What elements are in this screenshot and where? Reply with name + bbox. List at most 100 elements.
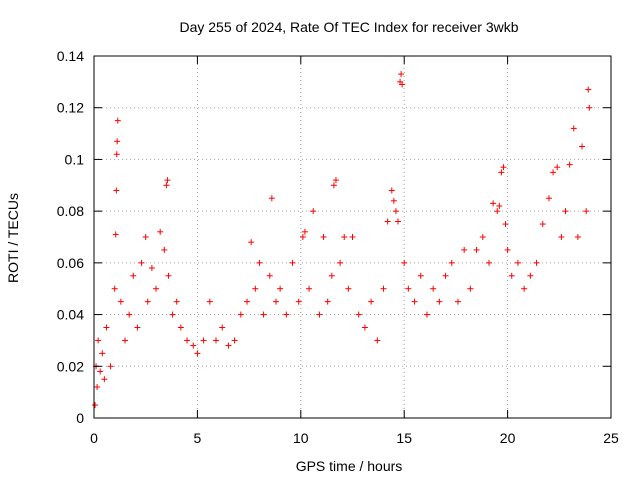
data-point <box>231 337 238 344</box>
data-point <box>399 81 406 88</box>
data-point <box>533 259 540 266</box>
data-point <box>173 298 180 305</box>
data-point <box>401 259 408 266</box>
data-point <box>113 187 120 194</box>
data-point <box>485 259 492 266</box>
data-point <box>122 337 129 344</box>
data-point <box>436 298 443 305</box>
data-point <box>301 228 308 235</box>
data-point <box>514 259 521 266</box>
data-point <box>504 246 511 253</box>
x-tick-label: 5 <box>194 430 202 446</box>
data-point <box>260 311 267 318</box>
data-point <box>177 324 184 331</box>
data-point <box>244 298 251 305</box>
data-point <box>103 324 110 331</box>
data-point <box>345 285 352 292</box>
data-point <box>213 337 220 344</box>
y-tick-label: 0.1 <box>65 151 85 167</box>
data-point <box>117 298 124 305</box>
data-point <box>349 234 356 240</box>
data-point <box>558 234 565 240</box>
plot-frame <box>93 55 612 419</box>
data-point <box>521 285 528 292</box>
data-point <box>394 218 401 225</box>
data-point <box>411 298 418 305</box>
data-point <box>550 169 557 176</box>
data-point <box>328 272 335 279</box>
data-point <box>527 272 534 279</box>
data-point <box>442 272 449 279</box>
data-point <box>388 187 395 194</box>
data-point <box>566 161 573 168</box>
y-axis-label: ROTI / TECUs <box>5 193 21 283</box>
data-point <box>163 182 170 189</box>
data-point <box>165 272 172 279</box>
data-point <box>142 234 149 240</box>
x-tick-label: 25 <box>603 430 619 446</box>
data-point <box>272 298 279 305</box>
data-point <box>374 337 381 344</box>
x-tick-label: 15 <box>396 430 412 446</box>
y-tick-label: 0.04 <box>57 307 84 323</box>
data-point <box>384 218 391 225</box>
y-tick-label: 0.02 <box>57 358 84 374</box>
data-point <box>252 285 259 292</box>
data-point <box>498 169 505 176</box>
data-point <box>562 208 569 215</box>
data-point <box>237 311 244 318</box>
data-point <box>479 234 486 240</box>
y-tick-label: 0.12 <box>57 100 84 116</box>
data-point <box>277 285 284 292</box>
data-point <box>586 104 593 111</box>
data-point <box>361 324 368 331</box>
data-point <box>95 337 102 344</box>
data-point <box>392 208 399 215</box>
data-point <box>494 208 501 215</box>
y-tick-label: 0.08 <box>57 203 84 219</box>
data-point <box>200 337 207 344</box>
data-point <box>157 228 164 235</box>
data-point <box>330 182 337 189</box>
data-point <box>320 234 327 240</box>
data-point <box>299 234 306 240</box>
data-point <box>570 125 577 132</box>
data-point <box>306 285 313 292</box>
data-point <box>574 234 581 240</box>
data-point <box>289 259 296 266</box>
data-point <box>148 265 155 272</box>
data-point <box>490 200 497 207</box>
data-point <box>169 311 176 318</box>
data-point <box>508 272 515 279</box>
data-point <box>101 376 108 383</box>
data-point <box>97 368 104 375</box>
data-point <box>94 383 101 390</box>
data-point <box>114 138 121 145</box>
data-point <box>500 164 507 171</box>
data-point <box>405 285 412 292</box>
data-point <box>225 342 232 349</box>
data-point <box>190 342 197 349</box>
data-point <box>337 259 344 266</box>
data-point <box>161 246 168 253</box>
data-point <box>219 324 226 331</box>
data-point <box>380 285 387 292</box>
x-axis-label: GPS time / hours <box>296 458 403 474</box>
data-point <box>130 272 137 279</box>
data-point <box>467 285 474 292</box>
data-point <box>502 221 509 228</box>
data-point <box>153 285 160 292</box>
data-point <box>112 231 119 238</box>
data-point <box>448 259 455 266</box>
data-point <box>430 285 437 292</box>
data-point <box>390 197 397 204</box>
data-point <box>316 311 323 318</box>
x-tick-label: 10 <box>293 430 309 446</box>
data-point <box>454 298 461 305</box>
data-point <box>248 239 255 246</box>
data-point <box>283 311 290 318</box>
y-axis-ticks: 0 0.02 0.04 0.06 0.08 0.1 0.12 0.14 <box>57 48 611 426</box>
data-point <box>417 272 424 279</box>
data-point <box>310 208 317 215</box>
